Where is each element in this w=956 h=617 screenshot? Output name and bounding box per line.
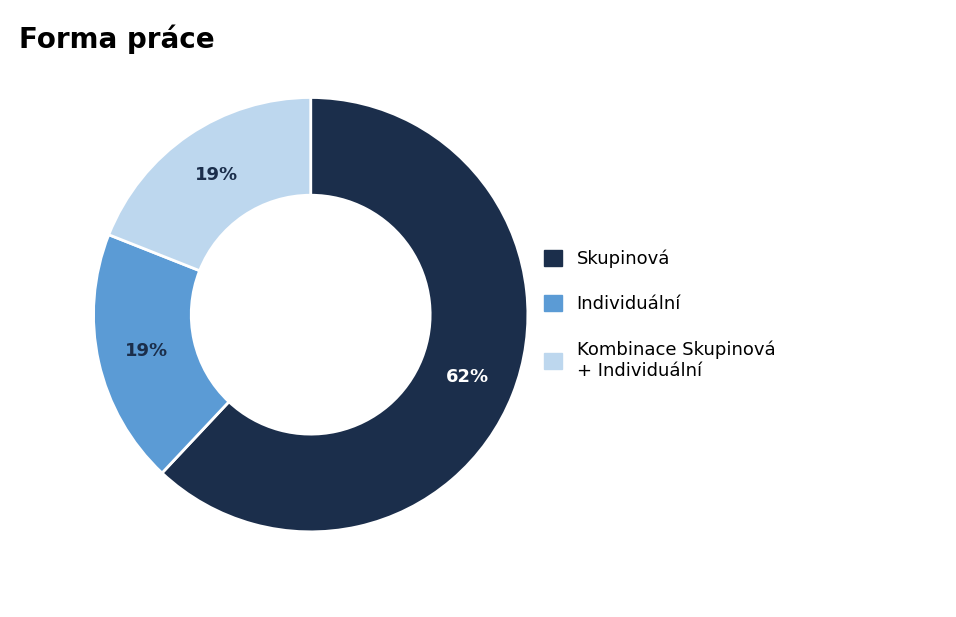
Text: 19%: 19% [125, 342, 168, 360]
Wedge shape [94, 234, 228, 473]
Text: Forma práce: Forma práce [19, 25, 215, 54]
Wedge shape [109, 97, 311, 271]
Wedge shape [162, 97, 528, 532]
Legend: Skupinová, Individuální, Kombinace Skupinová
+ Individuální: Skupinová, Individuální, Kombinace Skupi… [537, 242, 782, 387]
Text: 62%: 62% [445, 368, 489, 386]
Text: 19%: 19% [194, 167, 238, 184]
